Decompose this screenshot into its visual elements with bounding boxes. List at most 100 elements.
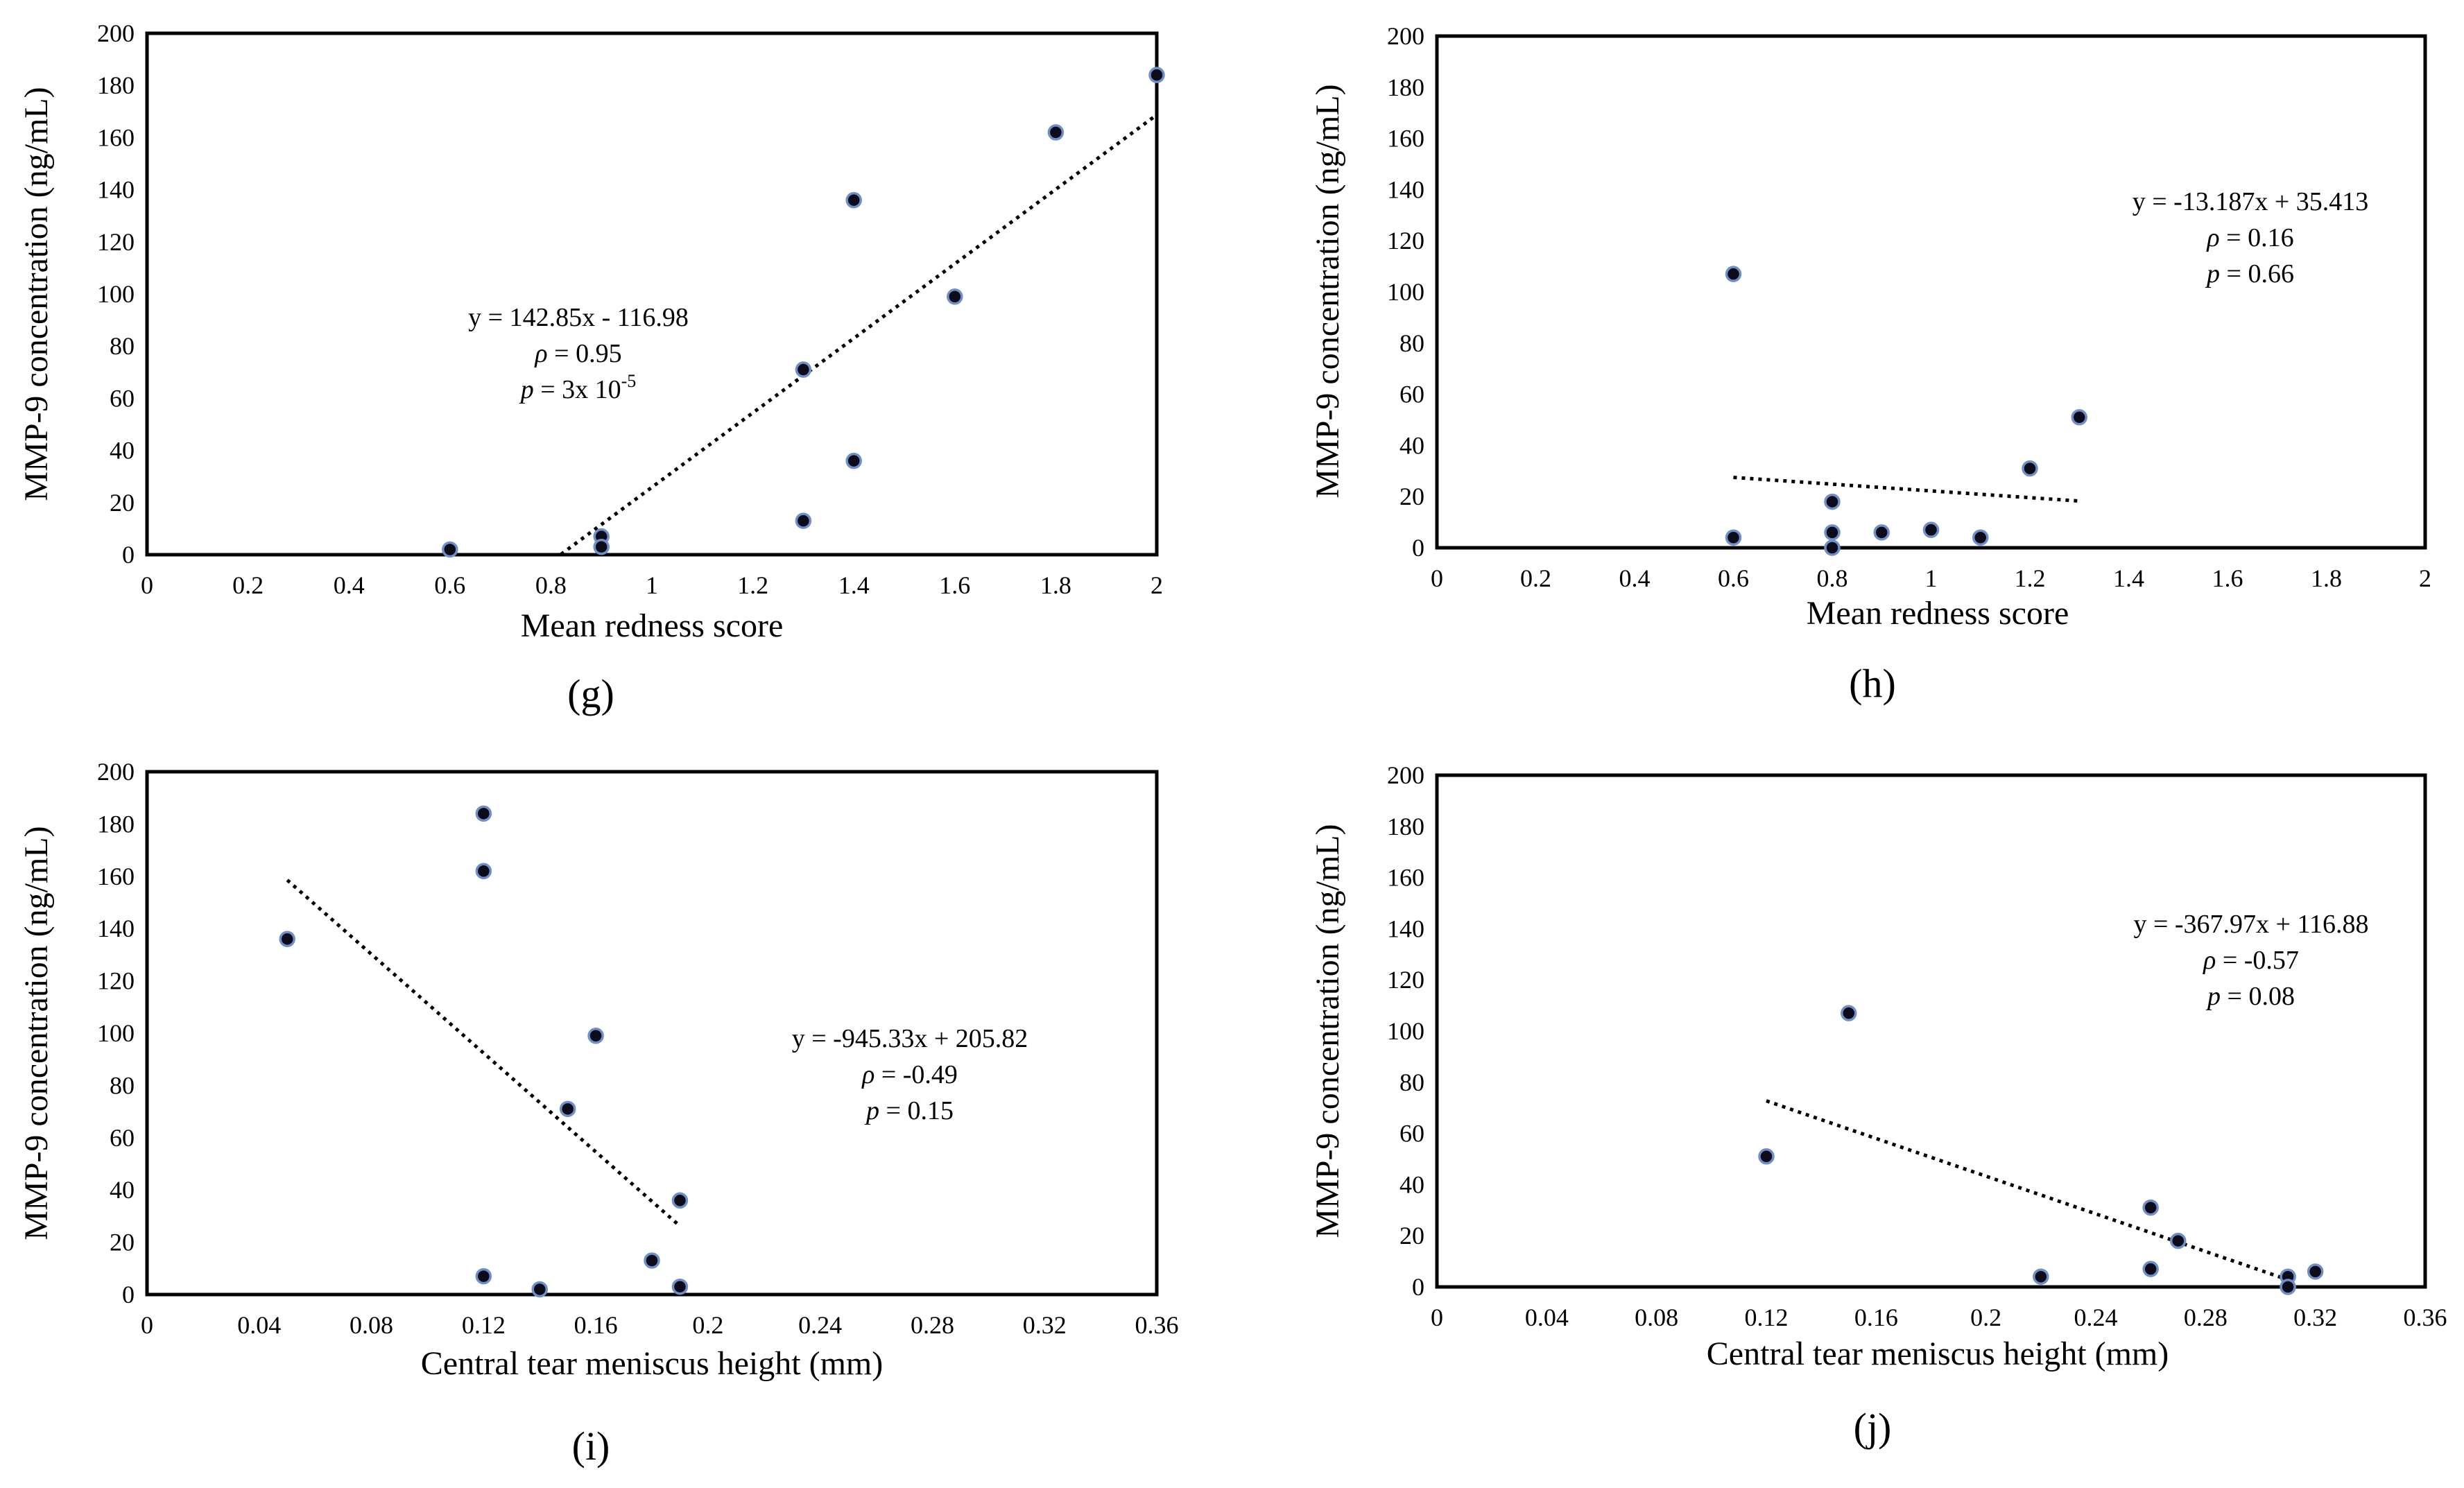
x-tick-label: 0: [141, 1311, 153, 1339]
data-point: [947, 288, 963, 305]
y-tick-label: 20: [1399, 1222, 1424, 1249]
data-point: [475, 805, 492, 822]
p-symbol: p: [2205, 982, 2221, 1011]
rho-value: ρ = 0.95: [534, 339, 621, 368]
data-point: [1148, 67, 1165, 83]
trend-equation: y = 142.85x - 116.98: [468, 303, 689, 332]
trend-equation: y = -945.33x + 205.82: [792, 1024, 1028, 1053]
data-point: [1047, 124, 1065, 141]
p-text: = 0.66: [2220, 259, 2294, 288]
x-tick-label: 0.08: [350, 1311, 393, 1339]
y-tick-label: 200: [97, 758, 135, 786]
data-point: [845, 452, 862, 469]
panel-0: 0 20 40 60 80 100 120 140 160 180 200 0 0.2 0.4 0.6 0.8…: [18, 19, 1165, 716]
y-tick-label: 140: [97, 915, 135, 942]
plot-frame: [1435, 34, 2427, 550]
y-tick-label: 120: [1387, 227, 1424, 254]
x-tick-label: 0.12: [462, 1311, 506, 1339]
data-point: [2022, 460, 2038, 477]
data-point: [1824, 539, 1841, 556]
y-tick-label: 60: [1399, 381, 1424, 408]
data-point: [2280, 1279, 2296, 1295]
data-point: [1725, 266, 1742, 282]
y-axis-title: MMP-9 concentration (ng/mL): [1309, 824, 1346, 1238]
data-point: [2170, 1232, 2187, 1249]
x-tick-label: 0.2: [692, 1311, 723, 1339]
y-tick-label: 180: [1387, 73, 1424, 101]
data-point: [2307, 1263, 2324, 1280]
x-axis-title: Central tear meniscus height (mm): [1707, 1335, 2169, 1372]
rho-text: = -0.49: [875, 1060, 958, 1089]
data-point: [2142, 1199, 2159, 1216]
x-tick-label: 0.04: [1525, 1304, 1569, 1331]
rho-text: = 0.16: [2220, 223, 2294, 252]
data-point: [559, 1100, 576, 1118]
data-point: [442, 541, 458, 558]
x-tick-label: 1.2: [2015, 564, 2046, 592]
y-tick-label: 160: [97, 863, 135, 890]
y-tick-label: 80: [110, 1071, 135, 1099]
x-tick-label: 0.24: [2074, 1304, 2118, 1331]
x-tick-label: 0: [1431, 1304, 1443, 1331]
y-tick-label: 100: [1387, 278, 1424, 306]
y-tick-label: 0: [1412, 534, 1424, 562]
y-tick-label: 60: [110, 1124, 135, 1152]
y-tick-label: 40: [1399, 431, 1424, 459]
y-tick-label: 180: [1387, 813, 1424, 840]
y-axis-title: MMP-9 concentration (ng/mL): [18, 826, 55, 1240]
y-tick-label: 140: [1387, 915, 1424, 942]
x-tick-label: 0: [1431, 564, 1443, 592]
y-tick-label: 120: [97, 967, 135, 995]
x-tick-label: 0.2: [232, 571, 264, 599]
panel-1: 0 20 40 60 80 100 120 140 160 180 200 0 0.2 0.4 0.6 0.8…: [1309, 22, 2431, 706]
rho-text: = -0.57: [2216, 946, 2299, 975]
y-tick-label: 0: [1412, 1273, 1424, 1301]
y-axis-title: MMP-9 concentration (ng/mL): [18, 87, 55, 501]
data-point: [795, 361, 812, 378]
trend-equation: y = -367.97x + 116.88: [2133, 910, 2368, 939]
y-tick-label: 80: [1399, 1069, 1424, 1096]
x-tick-label: 0.32: [1023, 1311, 1067, 1339]
p-exponent: -5: [621, 371, 637, 391]
y-tick-label: 40: [110, 437, 135, 465]
y-tick-label: 180: [97, 810, 135, 838]
y-tick-label: 20: [1399, 483, 1424, 510]
trendline: [286, 879, 682, 1228]
x-tick-label: 1.2: [737, 571, 768, 599]
data-point: [644, 1252, 660, 1269]
x-tick-label: 1.8: [2311, 564, 2342, 592]
p-symbol: p: [864, 1096, 879, 1125]
x-tick-label: 2: [1151, 571, 1163, 599]
y-axis-title: MMP-9 concentration (ng/mL): [1309, 84, 1346, 498]
panel-label: (h): [1849, 661, 1896, 706]
x-tick-label: 0.08: [1635, 1304, 1678, 1331]
data-point: [1824, 493, 1841, 510]
y-tick-label: 160: [1387, 125, 1424, 153]
p-value: p = 0.08: [2205, 982, 2295, 1011]
x-axis-title: Central tear meniscus height (mm): [421, 1345, 883, 1382]
y-tick-label: 0: [122, 1281, 135, 1308]
rho-text: = 0.95: [548, 339, 622, 368]
data-point: [1972, 529, 1989, 546]
data-point: [279, 931, 295, 948]
p-text: = 0.15: [879, 1096, 954, 1125]
y-tick-label: 120: [97, 228, 135, 256]
data-point: [587, 1028, 604, 1044]
y-tick-label: 180: [97, 71, 135, 99]
data-point: [475, 863, 492, 880]
x-tick-label: 0.36: [2404, 1304, 2447, 1331]
y-tick-label: 20: [110, 489, 135, 517]
x-tick-label: 1.4: [2113, 564, 2144, 592]
data-point: [2033, 1268, 2049, 1285]
x-tick-label: 1: [1925, 564, 1938, 592]
x-axis-title: Mean redness score: [521, 607, 784, 644]
x-tick-label: 0.32: [2293, 1304, 2337, 1331]
y-tick-label: 60: [110, 384, 135, 412]
x-tick-label: 0.6: [434, 571, 465, 599]
plot-frame: [1435, 773, 2427, 1289]
y-tick-label: 40: [1399, 1170, 1424, 1198]
data-point: [671, 1192, 689, 1209]
p-value: p = 0.66: [2205, 259, 2294, 288]
data-point: [671, 1278, 689, 1295]
